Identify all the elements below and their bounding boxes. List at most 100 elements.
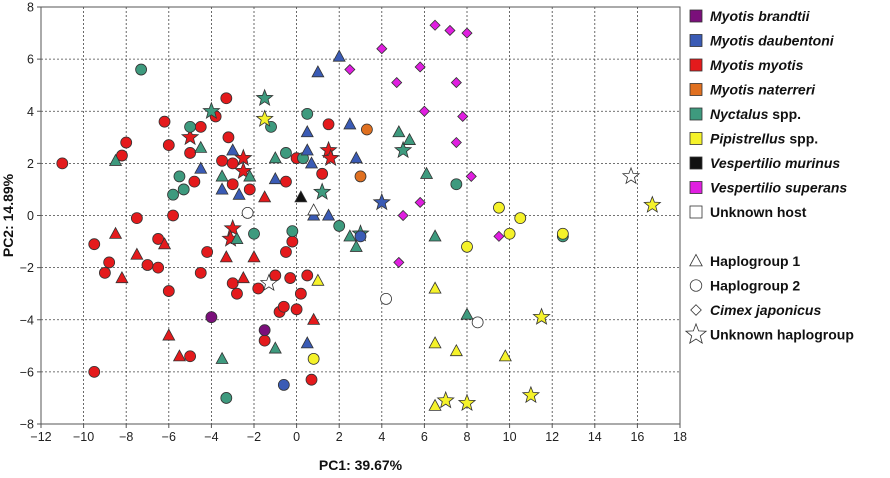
data-point-pipistrellus-triangle xyxy=(449,343,463,357)
data-point-daubentoni-triangle xyxy=(300,336,314,349)
data-point-myotis-star xyxy=(223,218,242,237)
data-point-daubentoni-circle xyxy=(277,379,290,391)
data-point-nyctalus-circle xyxy=(301,107,314,120)
data-point-myotis-circle xyxy=(158,115,171,128)
legend-label-murinus: Vespertilio murinus xyxy=(710,155,840,171)
data-points xyxy=(56,19,662,411)
data-point-myotis-circle xyxy=(290,303,303,316)
x-tick-label: −8 xyxy=(119,430,133,444)
data-point-myotis-circle xyxy=(284,272,297,284)
legend-swatch-unknown xyxy=(689,205,703,219)
data-point-myotis-circle xyxy=(201,246,214,258)
data-point-superans-diamond xyxy=(344,63,356,76)
y-tick-label: 8 xyxy=(27,1,34,15)
data-point-nyctalus-triangle xyxy=(419,166,434,179)
data-point-nyctalus-triangle xyxy=(392,125,406,138)
tick-labels: −12 −10 −8 −6 −4 −2 0 2 4 6 8 10 12 14 16 18 −8 −6 −4 −2 0 2 4… xyxy=(20,1,687,445)
data-point-naterreri-circle xyxy=(360,123,373,136)
data-point-pipistrellus-circle xyxy=(503,227,516,240)
data-point-myotis-circle xyxy=(194,120,207,133)
data-point-myotis-circle xyxy=(226,277,239,290)
data-point-myotis-circle xyxy=(141,259,154,271)
data-point-myotis-triangle xyxy=(236,271,250,284)
data-point-superans-diamond xyxy=(429,19,441,31)
legend-label-diamond: Cimex japonicus xyxy=(710,302,821,318)
data-point-myotis-circle xyxy=(226,178,239,191)
legend-label-naterreri: Myotis naterreri xyxy=(710,82,816,98)
x-tick-label: 6 xyxy=(421,430,428,444)
data-point-nyctalus-circle xyxy=(135,63,148,76)
data-point-naterreri-circle xyxy=(354,170,367,183)
y-tick-label: 6 xyxy=(27,53,34,67)
data-point-myotis-triangle xyxy=(162,328,176,341)
data-point-myotis-circle xyxy=(162,139,175,152)
data-point-myotis-circle xyxy=(88,238,101,251)
data-point-pipistrellus-circle xyxy=(514,212,527,225)
data-point-nyctalus-triangle xyxy=(343,229,357,242)
data-point-myotis-circle xyxy=(184,147,197,159)
data-point-nyctalus-star xyxy=(393,140,413,159)
data-point-pipistrellus-triangle xyxy=(311,273,325,286)
data-point-myotis-circle xyxy=(222,131,235,144)
legend-marker-circle xyxy=(689,279,703,292)
data-point-myotis-circle xyxy=(258,334,271,347)
data-point-pipistrellus-circle xyxy=(307,352,320,365)
data-point-myotis-triangle xyxy=(115,271,129,284)
data-point-myotis-circle xyxy=(316,167,329,180)
x-tick-label: 2 xyxy=(336,430,343,444)
data-point-myotis-circle xyxy=(280,175,292,188)
data-point-myotis-circle xyxy=(269,269,282,282)
data-point-myotis-circle xyxy=(99,266,111,279)
data-point-pipistrellus-triangle xyxy=(498,349,512,362)
data-point-myotis-circle xyxy=(301,269,314,282)
x-tick-label: −2 xyxy=(247,430,261,444)
legend-marker-star xyxy=(684,322,708,345)
data-point-myotis-circle xyxy=(167,209,179,222)
data-point-myotis-triangle xyxy=(258,190,272,203)
data-point-pipistrellus-star xyxy=(436,390,455,409)
legend-swatch-brandtii xyxy=(689,9,703,23)
data-point-nyctalus-circle xyxy=(184,120,197,133)
x-tick-label: 14 xyxy=(588,430,602,444)
data-point-daubentoni-triangle xyxy=(300,143,314,156)
data-point-myotis-circle xyxy=(88,365,101,378)
y-axis-title: PC2: 14.89% xyxy=(0,173,16,257)
data-point-myotis-circle xyxy=(231,287,243,300)
data-point-superans-diamond xyxy=(376,43,388,55)
data-point-myotis-circle xyxy=(243,183,256,196)
data-point-daubentoni-triangle xyxy=(268,171,282,185)
data-point-daubentoni-triangle xyxy=(304,156,319,169)
data-point-nyctalus-circle xyxy=(220,392,233,404)
x-tick-label: −10 xyxy=(73,430,94,444)
legend-label-superans: Vespertilio superans xyxy=(710,180,847,196)
data-point-myotis-star xyxy=(234,161,253,179)
data-point-unknown-circle xyxy=(471,316,484,329)
legend-label-brandtii: Myotis brandtii xyxy=(710,8,811,24)
data-point-myotis-circle xyxy=(252,282,265,295)
data-point-daubentoni-triangle xyxy=(349,151,363,164)
legend-swatch-nyctalus xyxy=(689,107,703,121)
data-point-pipistrellus-triangle xyxy=(428,398,442,411)
x-tick-label: 16 xyxy=(630,430,644,444)
data-point-myotis-circle xyxy=(56,157,69,170)
data-point-daubentoni-triangle xyxy=(194,161,208,174)
data-point-nyctalus-circle xyxy=(177,183,190,196)
legend-label-pipistrellus: Pipistrellus spp. xyxy=(710,131,818,147)
data-point-nyctalus-circle xyxy=(248,227,260,240)
data-point-unknown-triangle xyxy=(307,203,321,216)
data-point-unknown-circle xyxy=(241,206,254,219)
y-tick-label: 2 xyxy=(27,157,34,171)
legend-label-unknown: Unknown host xyxy=(710,204,807,220)
data-point-murinus-triangle xyxy=(294,190,308,203)
y-tick-label: −2 xyxy=(20,261,34,275)
data-point-nyctalus-circle xyxy=(333,220,346,232)
data-point-daubentoni-triangle xyxy=(332,49,346,62)
data-point-superans-diamond xyxy=(418,105,430,117)
data-point-pipistrellus-circle xyxy=(461,240,473,253)
data-point-nyctalus-triangle xyxy=(402,132,417,145)
data-point-nyctalus-triangle xyxy=(428,229,442,242)
data-point-myotis-triangle xyxy=(157,237,172,250)
data-point-myotis-circle xyxy=(130,212,143,225)
data-point-myotis-circle xyxy=(322,118,335,131)
